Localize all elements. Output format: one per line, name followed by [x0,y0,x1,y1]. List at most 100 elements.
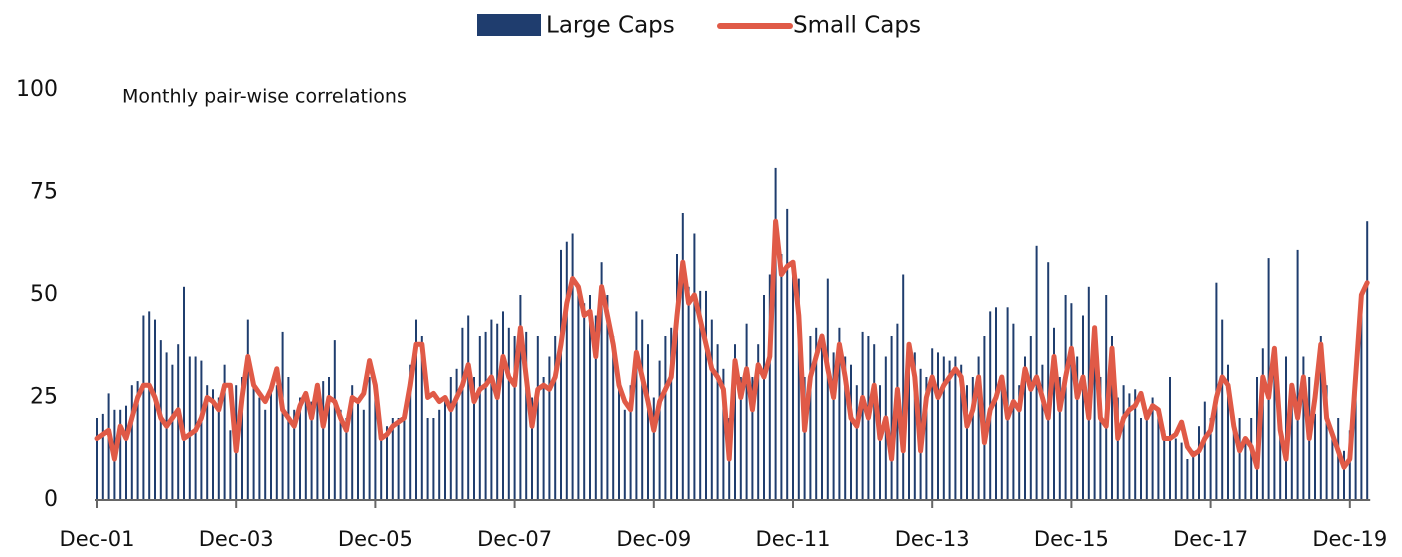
bar [183,286,185,500]
bar [1186,459,1189,500]
bar [1151,397,1154,500]
bar [531,397,533,500]
bar [130,385,133,500]
y-tick-label: 0 [44,487,58,512]
bar [1331,430,1334,500]
bar [757,344,760,500]
bar [629,385,632,500]
bar [1354,381,1357,500]
bar [1221,319,1224,500]
bar [1099,377,1102,500]
bar [1012,323,1015,500]
bar [739,377,742,500]
bar [339,409,342,500]
bar [623,409,626,500]
bar [913,352,916,500]
bar [391,418,394,500]
x-tick-label: Dec-05 [338,527,413,551]
y-tick-label: 25 [30,385,58,410]
bar [1209,418,1212,500]
bar [879,385,881,500]
bar [1116,397,1119,500]
bar [200,360,203,500]
bar [96,418,98,500]
bar [223,364,226,500]
bar [780,254,783,500]
bar [768,274,771,500]
bar [449,377,452,500]
chart-annotation: Monthly pair-wise correlations [122,86,407,108]
bar [1145,409,1148,500]
bar [635,311,638,500]
bar [850,364,852,500]
bar [1325,385,1328,500]
bar [844,356,847,500]
bar [966,385,968,500]
legend-swatch [477,14,541,36]
bar [478,336,481,500]
bar [763,295,765,500]
x-tick-label: Dec-03 [199,527,274,551]
bar [148,311,151,500]
bar [571,233,574,500]
bar [281,331,284,500]
bar [258,397,261,500]
bar [1290,397,1293,500]
bar [1279,418,1282,500]
bar [241,377,243,500]
legend: Large Caps Small Caps [477,13,921,39]
bar [1093,336,1096,500]
bar [1122,385,1125,500]
bar [403,409,406,500]
bar [1163,430,1166,500]
bar [502,311,504,500]
bar [594,315,597,500]
bar [890,336,893,500]
bar [1024,356,1026,500]
x-tick-label: Dec-01 [60,527,135,551]
y-tick-label: 75 [30,180,58,205]
bar [815,327,818,500]
bar [803,377,806,500]
bar [925,377,928,500]
bar [821,336,823,500]
bar [154,319,156,500]
bar [206,385,209,500]
bar [1157,409,1160,500]
bar [1076,356,1079,500]
bar [652,397,655,500]
bar [942,356,945,500]
bar [931,348,934,500]
bar [1348,430,1351,500]
bar [1029,336,1032,500]
legend-label: Large Caps [546,13,675,39]
bar [954,356,957,500]
bar [444,401,446,500]
bar [171,364,174,500]
bar [1250,418,1253,500]
bar [270,389,272,500]
bar [861,331,864,500]
bar [438,409,441,500]
bar [264,409,267,500]
bar [1111,336,1113,500]
bar [670,327,673,500]
bar [293,409,296,500]
bar [461,327,464,500]
bar [519,295,522,500]
bar [600,262,603,500]
bar [362,409,365,500]
line [94,218,1370,470]
bar [217,397,220,500]
bar [838,327,841,500]
bar [554,336,557,500]
bar [565,241,568,500]
bar [1314,413,1316,500]
bar [328,377,330,500]
bar [1319,336,1322,500]
bar [473,377,475,500]
bar [1035,245,1038,500]
bar [734,344,736,500]
bar [937,352,939,500]
